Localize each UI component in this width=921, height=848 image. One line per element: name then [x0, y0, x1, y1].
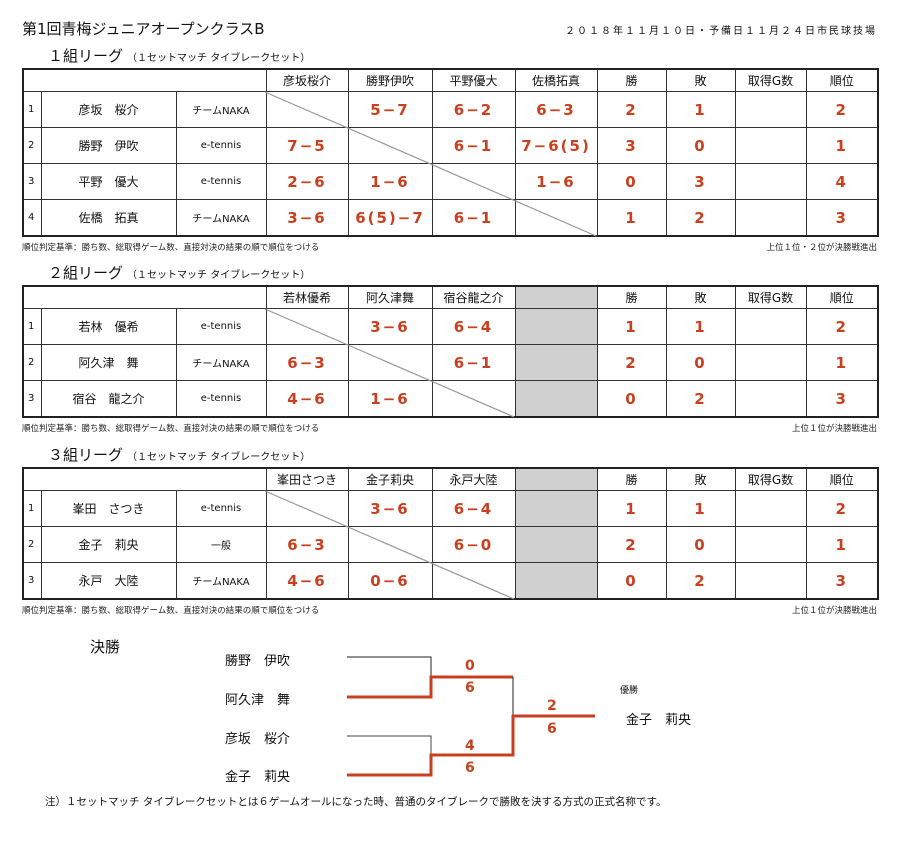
stat-header: 取得G数: [734, 68, 807, 92]
unused-column: [514, 308, 598, 345]
wins: 0: [596, 163, 667, 200]
rank: 4: [805, 163, 879, 200]
league-subtitle: （１セットマッチ タイブレークセット）: [127, 53, 311, 64]
stat-header: 勝: [596, 68, 667, 92]
footnote: 注）１セットマッチ タイブレークセットとは６ゲームオールになった時、普通のタイブ…: [45, 796, 667, 808]
semi2-score-bottom: 6: [465, 760, 475, 776]
final-player-1: 勝野 伊吹: [225, 654, 291, 669]
header-row: 若林優希 阿久津舞 宿谷龍之介勝敗取得G数 順位: [22, 285, 879, 309]
stat-header: 敗: [665, 467, 736, 491]
team-name: チームNAKA: [175, 91, 267, 128]
rank: 2: [805, 91, 879, 128]
team-name: チームNAKA: [175, 199, 267, 237]
champion-name: 金子 莉央: [626, 713, 692, 728]
final-title: 決勝: [90, 638, 121, 656]
advancement-note: 上位１位が決勝戦進出: [791, 606, 877, 616]
ranking-criteria-note: 順位判定基準：勝ち数、総取得ゲーム数、直接対決の結果の順で順位をつける: [22, 606, 320, 616]
rank: 3: [805, 199, 879, 237]
stat-header: 順位: [805, 68, 879, 92]
final-score-bottom: 6: [547, 721, 557, 737]
losses: 0: [665, 526, 736, 563]
league-heading: １組リーグ （１セットマッチ タイブレークセット）: [48, 45, 310, 66]
unused-column: [514, 526, 598, 563]
semi2-score-top: 4: [465, 738, 475, 754]
wins: 2: [596, 526, 667, 563]
event-date: ２０１８年１１月１０日・予備日１１月２４日市民球技場: [565, 26, 877, 37]
wins: 1: [596, 308, 667, 345]
league-title: １組リーグ: [48, 47, 124, 65]
row-number: 3: [22, 380, 42, 418]
ranking-criteria-note: 順位判定基準：勝ち数、総取得ゲーム数、直接対決の結果の順で順位をつける: [22, 424, 320, 434]
games-won: [734, 127, 807, 164]
player-name: 平野 優大: [40, 163, 177, 200]
games-won: [734, 526, 807, 563]
page-title: 第1回青梅ジュニアオープンクラスB: [22, 20, 265, 38]
player-name: 若林 優希: [40, 308, 177, 345]
opponent-header: 峯田さつき: [265, 467, 349, 491]
opponent-header: 金子莉央: [347, 467, 433, 491]
final-player-4: 金子 莉央: [225, 770, 291, 785]
player-name: 峯田 さつき: [40, 490, 177, 527]
unused-column: [514, 380, 598, 418]
league-title: ２組リーグ: [48, 264, 124, 282]
losses: 2: [665, 562, 736, 600]
league-heading: ３組リーグ （１セットマッチ タイブレークセット）: [48, 444, 310, 465]
final-player-3: 彦坂 桜介: [225, 732, 291, 747]
games-won: [734, 562, 807, 600]
player-name: 永戸 大陸: [40, 562, 177, 600]
wins: 1: [596, 199, 667, 237]
opponent-header: 彦坂桜介: [265, 68, 349, 92]
games-won: [734, 380, 807, 418]
unused-column: [514, 490, 598, 527]
rank: 3: [805, 562, 879, 600]
league-subtitle: （１セットマッチ タイブレークセット）: [127, 270, 311, 281]
final-player-2: 阿久津 舞: [225, 693, 291, 708]
advancement-note: 上位１位・２位が決勝戦進出: [766, 243, 877, 253]
rank: 1: [805, 344, 879, 381]
team-name: 一般: [175, 526, 267, 563]
stat-header: 取得G数: [734, 467, 807, 491]
games-won: [734, 163, 807, 200]
team-name: e-tennis: [175, 380, 267, 418]
team-name: チームNAKA: [175, 562, 267, 600]
stat-header: 順位: [805, 467, 879, 491]
unused-column: [514, 562, 598, 600]
team-name: チームNAKA: [175, 344, 267, 381]
champion-label: 優勝: [620, 686, 639, 696]
wins: 0: [596, 562, 667, 600]
unused-column: [514, 467, 598, 491]
advancement-note: 上位１位が決勝戦進出: [791, 424, 877, 434]
games-won: [734, 490, 807, 527]
team-name: e-tennis: [175, 127, 267, 164]
player-name: 宿谷 龍之介: [40, 380, 177, 418]
team-name: e-tennis: [175, 163, 267, 200]
unused-column: [514, 344, 598, 381]
rank: 1: [805, 127, 879, 164]
games-won: [734, 344, 807, 381]
losses: 3: [665, 163, 736, 200]
player-name: 金子 莉央: [40, 526, 177, 563]
league-subtitle: （１セットマッチ タイブレークセット）: [127, 452, 311, 463]
player-name: 彦坂 桜介: [40, 91, 177, 128]
rank: 3: [805, 380, 879, 418]
stat-header: 勝: [596, 285, 667, 309]
league-heading: ２組リーグ （１セットマッチ タイブレークセット）: [48, 262, 310, 283]
league-title: ３組リーグ: [48, 446, 124, 464]
wins: 0: [596, 380, 667, 418]
team-name: e-tennis: [175, 308, 267, 345]
stat-header: 順位: [805, 285, 879, 309]
rank: 1: [805, 526, 879, 563]
games-won: [734, 199, 807, 237]
games-won: [734, 308, 807, 345]
row-number: 3: [22, 163, 42, 200]
semi1-score-bottom: 6: [465, 680, 475, 696]
final-score-top: 2: [547, 698, 557, 714]
losses: 2: [665, 380, 736, 418]
semi1-score-top: 0: [465, 658, 475, 674]
ranking-criteria-note: 順位判定基準：勝ち数、総取得ゲーム数、直接対決の結果の順で順位をつける: [22, 243, 320, 253]
